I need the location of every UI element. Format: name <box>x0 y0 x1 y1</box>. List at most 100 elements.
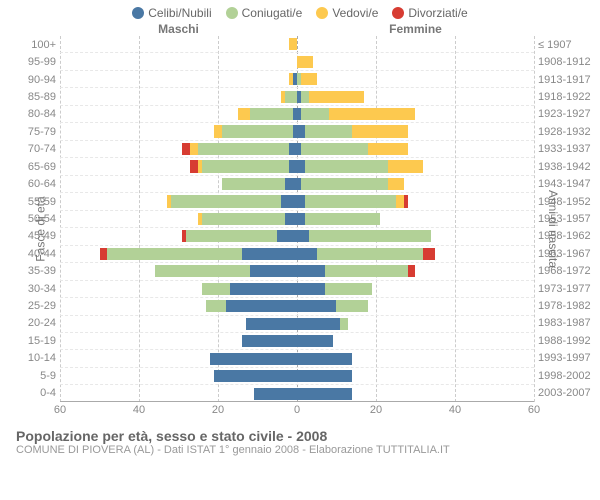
birth-year-label: 1923-1927 <box>538 106 600 123</box>
female-bar <box>297 53 534 69</box>
birth-year-label: 1928-1932 <box>538 123 600 140</box>
age-label: 0-4 <box>0 384 56 401</box>
bar-segment <box>325 265 408 277</box>
female-bar <box>297 368 534 384</box>
male-bar <box>60 246 297 262</box>
legend-label: Vedovi/e <box>332 6 378 20</box>
age-label: 85-89 <box>0 88 56 105</box>
x-tick: 20 <box>212 404 224 416</box>
age-label: 25-29 <box>0 297 56 314</box>
male-bar <box>60 88 297 104</box>
bar-segment <box>297 335 333 347</box>
bar-segment <box>285 213 297 225</box>
birth-year-labels: ≤ 19071908-19121913-19171918-19221923-19… <box>534 36 600 422</box>
birth-year-label: 1983-1987 <box>538 315 600 332</box>
bar-segment <box>340 318 348 330</box>
age-label: 60-64 <box>0 175 56 192</box>
bar-segment <box>202 213 285 225</box>
pyramid-row <box>60 192 534 209</box>
bar-segment <box>352 125 407 137</box>
bar-segment <box>408 265 416 277</box>
birth-year-label: 1933-1937 <box>538 141 600 158</box>
bar-segment <box>206 300 226 312</box>
age-label: 20-24 <box>0 315 56 332</box>
age-label: 70-74 <box>0 141 56 158</box>
age-label: 30-34 <box>0 280 56 297</box>
x-tick: 60 <box>54 404 66 416</box>
female-bar <box>297 228 534 244</box>
bar-segment <box>250 108 293 120</box>
pyramid-row <box>60 280 534 297</box>
bar-segment <box>182 143 190 155</box>
bar-segment <box>297 300 336 312</box>
male-bar <box>60 53 297 69</box>
male-bar <box>60 123 297 139</box>
population-pyramid: Fasce di età Anni di nascita 100+95-9990… <box>0 36 600 422</box>
x-tick: 20 <box>370 404 382 416</box>
female-bar <box>297 88 534 104</box>
birth-year-label: 1908-1912 <box>538 53 600 70</box>
bar-segment <box>297 56 313 68</box>
bar-segment <box>297 248 317 260</box>
female-bar <box>297 263 534 279</box>
bar-segment <box>297 353 352 365</box>
bar-segment <box>305 160 388 172</box>
bar-segment <box>289 160 297 172</box>
bar-segment <box>309 91 364 103</box>
pyramid-row <box>60 157 534 174</box>
pyramid-row <box>60 315 534 332</box>
bar-segment <box>301 143 368 155</box>
pyramid-row <box>60 70 534 87</box>
bar-segment <box>230 283 297 295</box>
age-label: 90-94 <box>0 71 56 88</box>
male-bar <box>60 385 297 401</box>
bar-segment <box>242 335 297 347</box>
bar-segment <box>107 248 241 260</box>
bar-segment <box>190 143 198 155</box>
column-headers: Maschi Femmine <box>0 22 600 36</box>
bar-segment <box>214 370 297 382</box>
age-labels: 100+95-9990-9485-8980-8475-7970-7465-696… <box>0 36 60 422</box>
pyramid-row <box>60 245 534 262</box>
bar-segment <box>388 178 404 190</box>
bar-segment <box>305 213 380 225</box>
y-axis-title-left: Fasce di età <box>34 196 48 261</box>
birth-year-label: 2003-2007 <box>538 384 600 401</box>
bar-segment <box>297 160 305 172</box>
bar-segment <box>297 318 340 330</box>
bar-segment <box>254 388 297 400</box>
birth-year-label: 1988-1992 <box>538 332 600 349</box>
age-label: 80-84 <box>0 106 56 123</box>
bar-segment <box>100 248 108 260</box>
bar-segment <box>289 143 297 155</box>
plot-area: 6040200204060 <box>60 36 534 422</box>
bar-segment <box>305 125 352 137</box>
x-tick: 40 <box>133 404 145 416</box>
pyramid-row <box>60 367 534 384</box>
pyramid-row <box>60 140 534 157</box>
age-label: 75-79 <box>0 123 56 140</box>
female-bar <box>297 385 534 401</box>
legend-item: Coniugati/e <box>226 6 303 20</box>
pyramid-row <box>60 36 534 52</box>
bar-segment <box>222 125 293 137</box>
age-label: 100+ <box>0 36 56 53</box>
bar-segment <box>297 388 352 400</box>
male-bar <box>60 368 297 384</box>
legend-swatch <box>226 7 238 19</box>
x-tick: 0 <box>294 404 300 416</box>
age-label: 95-99 <box>0 53 56 70</box>
pyramid-row <box>60 297 534 314</box>
age-label: 35-39 <box>0 262 56 279</box>
bar-segment <box>238 108 250 120</box>
bar-segment <box>297 213 305 225</box>
birth-year-label: 1918-1922 <box>538 88 600 105</box>
bar-segment <box>281 195 297 207</box>
bar-segment <box>250 265 297 277</box>
x-axis: 6040200204060 <box>60 401 534 422</box>
bar-segment <box>202 283 230 295</box>
bar-segment <box>285 91 297 103</box>
female-bar <box>297 106 534 122</box>
bar-segment <box>368 143 407 155</box>
x-tick: 40 <box>449 404 461 416</box>
